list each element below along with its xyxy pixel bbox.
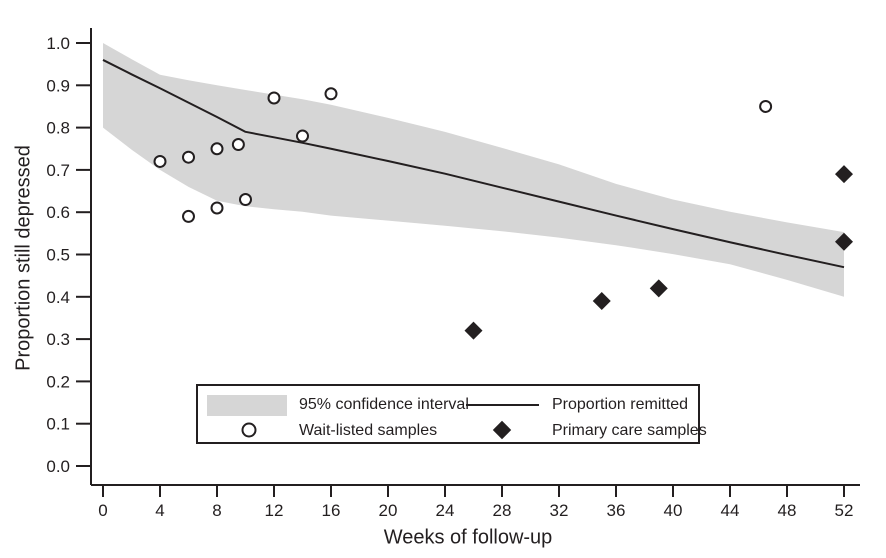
x-tick-label: 48 — [778, 501, 797, 520]
wait-listed-point — [267, 91, 281, 105]
y-axis-title: Proportion still depressed — [12, 145, 35, 371]
wait-listed-point — [210, 201, 224, 215]
wait-listed-point — [759, 99, 773, 113]
primary-care-point — [592, 292, 611, 311]
confidence-band — [103, 43, 844, 297]
wait-listed-point — [296, 129, 309, 143]
x-tick-label: 52 — [835, 501, 854, 520]
x-tick-label: 16 — [322, 501, 341, 520]
x-tick-label: 24 — [436, 501, 455, 520]
wait-listed-point — [324, 87, 338, 101]
wait-listed-point — [239, 193, 252, 207]
x-tick-label: 36 — [607, 501, 626, 520]
y-tick-label: 0.2 — [46, 372, 70, 391]
x-tick-label: 4 — [155, 501, 164, 520]
primary-care-point — [464, 321, 483, 340]
y-tick-label: 0.5 — [46, 246, 70, 265]
legend: 95% confidence interval Proportion remit… — [196, 384, 707, 444]
x-tick-label: 40 — [664, 501, 683, 520]
x-tick-label: 28 — [493, 501, 512, 520]
legend-diamond-marker-icon — [492, 420, 512, 440]
y-tick-label: 0.6 — [46, 203, 70, 222]
x-axis-title: Weeks of follow-up — [383, 526, 553, 549]
legend-label-primary-care: Primary care samples — [552, 422, 707, 439]
y-tick-label: 0.7 — [46, 161, 70, 180]
x-tick-label: 44 — [721, 501, 740, 520]
remission-line — [102, 59, 845, 269]
legend-label-wait-listed: Wait-listed samples — [299, 422, 438, 439]
legend-circle-marker-icon — [241, 422, 257, 438]
x-tick-label: 12 — [265, 501, 284, 520]
y-tick-label: 0.0 — [46, 457, 70, 476]
primary-care-point — [649, 279, 668, 298]
y-tick-label: 0.3 — [46, 330, 70, 349]
primary-care-point — [835, 165, 853, 184]
x-tick-label: 0 — [98, 501, 107, 520]
legend-label-confidence-interval: 95% confidence interval — [299, 396, 469, 413]
wait-listed-point — [153, 154, 167, 168]
x-tick-label: 8 — [212, 501, 221, 520]
primary-care-point — [835, 232, 853, 251]
x-tick-label: 32 — [550, 501, 569, 520]
wait-listed-point — [182, 150, 195, 164]
legend-band-swatch — [207, 395, 287, 416]
wait-listed-point — [210, 142, 224, 156]
y-tick-label: 0.9 — [46, 76, 70, 95]
wait-listed-point — [231, 138, 245, 152]
legend-line-swatch — [466, 404, 539, 406]
wait-listed-point — [182, 209, 195, 223]
x-tick-label: 20 — [379, 501, 398, 520]
y-tick-label: 0.8 — [46, 119, 70, 138]
legend-label-proportion-remitted: Proportion remitted — [552, 396, 689, 413]
y-tick-label: 0.4 — [46, 288, 70, 307]
y-tick-label: 0.1 — [46, 415, 70, 434]
y-tick-label: 1.0 — [46, 34, 70, 53]
